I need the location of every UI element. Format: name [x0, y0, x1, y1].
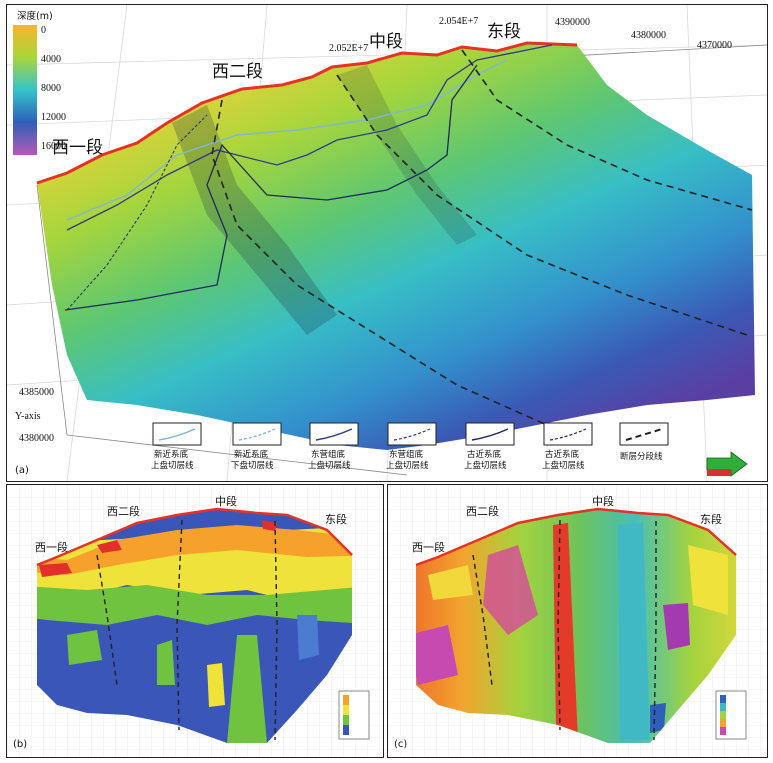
segment-boundary-lines	[211, 49, 753, 426]
segment-label-c-west2: 西二段	[466, 504, 499, 518]
attribute-map-c: 西二段 中段 西一段 东段 (c)	[388, 485, 767, 757]
mini-colorbar-c	[715, 690, 747, 740]
svg-text:古近系底: 古近系底	[467, 449, 502, 460]
panel-b-label: (b)	[13, 739, 27, 750]
fault-trace-c	[415, 507, 737, 567]
segment-lines-c	[472, 519, 657, 741]
axis-tick-y1: 4385000	[19, 387, 54, 398]
svg-text:上盘切层线: 上盘切层线	[386, 460, 429, 471]
svg-text:上盘切层线: 上盘切层线	[151, 460, 194, 471]
legend-item-paleogene-hanging: 古近系底 上盘切层线	[464, 422, 515, 471]
svg-text:古近系底: 古近系底	[545, 449, 580, 460]
panel-b-attribute-map: 西二段 中段 西一段 东段 (b)	[6, 484, 384, 758]
segment-label-west2: 西二段	[212, 62, 263, 82]
panel-c-label: (c)	[394, 739, 407, 750]
segment-label-west1: 西一段	[52, 138, 103, 158]
dongying-cutoff-line	[66, 44, 553, 231]
segment-lines-b	[96, 519, 278, 741]
paleogene-hanging-cutoff	[66, 114, 208, 311]
legend-item-neogene-footwall: 新近系底 下盘切层线	[231, 422, 282, 471]
attribute-fill-b	[37, 509, 352, 743]
svg-text:上盘切层线: 上盘切层线	[542, 460, 585, 471]
axis-tick-x2: 2.054E+7	[439, 16, 478, 27]
depth-surface	[37, 43, 755, 450]
scarp-shading-2	[337, 65, 477, 245]
segment-label-east: 东段	[487, 22, 521, 42]
legend-item-segment-line: 断层分段线	[619, 422, 669, 462]
neogene-cutoff-line	[66, 59, 508, 221]
depth-colorbar: 深度(m) 0 4000 8000 12000 16000	[13, 10, 66, 155]
segment-label-c-middle: 中段	[592, 494, 614, 508]
svg-text:上盘切层线: 上盘切层线	[464, 460, 507, 471]
colorbar-tick-4: 16000	[41, 141, 66, 152]
axis-tick-x4: 4380000	[631, 30, 666, 41]
colorbar-tick-3: 12000	[41, 112, 66, 123]
segment-label-b-west1: 西一段	[35, 540, 68, 554]
surface-3d-view: 西一段 西二段 中段 东段 2.052E+7 2.054E+7 4390000 …	[7, 5, 767, 481]
svg-text:下盘切层线: 下盘切层线	[231, 460, 274, 471]
legend-item-dongying-footwall: 东营组底 上盘切层线	[386, 422, 437, 471]
legend-item-neogene-hanging: 新近系底 上盘切层线	[151, 422, 202, 471]
fault-trace-line	[36, 41, 578, 185]
fault-trace-b	[36, 507, 353, 567]
svg-text:新近系底: 新近系底	[234, 449, 269, 460]
axis-tick-x3: 4390000	[555, 17, 590, 28]
axis-tick-x5: 4370000	[697, 40, 732, 51]
colorbar-title: 深度(m)	[17, 10, 53, 22]
paleogene-cutoff-line	[64, 64, 478, 311]
panel-a-3d-surface: 西一段 西二段 中段 东段 2.052E+7 2.054E+7 4390000 …	[6, 4, 768, 482]
legend-item-paleogene-footwall: 古近系底 上盘切层线	[542, 422, 593, 471]
svg-text:上盘切层线: 上盘切层线	[308, 460, 351, 471]
svg-text:东营组底: 东营组底	[311, 449, 346, 460]
panel-c-attribute-map: 西二段 中段 西一段 东段 (c)	[387, 484, 768, 758]
svg-text:新近系底: 新近系底	[154, 449, 189, 460]
attribute-fill-c	[416, 509, 736, 743]
segment-label-middle: 中段	[369, 32, 403, 52]
attribute-map-b: 西二段 中段 西一段 东段 (b)	[7, 485, 383, 757]
orientation-arrow-icon	[706, 451, 748, 477]
mini-colorbar-b	[338, 690, 370, 740]
segment-label-b-east: 东段	[325, 512, 347, 526]
axis-title-y: Y-axis	[15, 411, 41, 422]
line-legend: 新近系底 上盘切层线 新近系底 下盘切层线 东营组底 上盘切层线 东营组底 上盘…	[151, 422, 669, 471]
segment-label-c-west1: 西一段	[412, 540, 445, 554]
axis-tick-y2: 4380000	[19, 433, 54, 444]
panel-a-label: (a)	[15, 465, 29, 476]
scarp-shading	[172, 105, 337, 335]
svg-text:断层分段线: 断层分段线	[620, 451, 663, 462]
colorbar-tick-1: 4000	[41, 54, 61, 65]
legend-item-dongying-hanging: 东营组底 上盘切层线	[308, 422, 359, 471]
colorbar-tick-0: 0	[41, 25, 46, 36]
svg-text:东营组底: 东营组底	[389, 449, 424, 460]
colorbar-tick-2: 8000	[41, 83, 61, 94]
segment-label-b-middle: 中段	[215, 494, 237, 508]
segment-label-c-east: 东段	[700, 512, 722, 526]
axis-tick-x1: 2.052E+7	[329, 43, 368, 54]
segment-label-b-west2: 西二段	[107, 504, 140, 518]
